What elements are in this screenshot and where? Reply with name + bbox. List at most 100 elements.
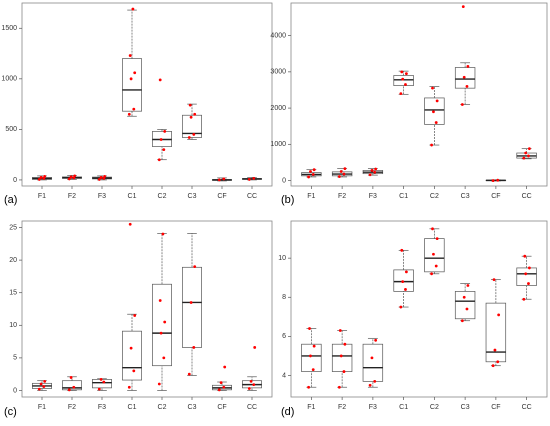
data-point (67, 388, 71, 392)
data-point (373, 170, 377, 174)
data-point (342, 370, 346, 373)
x-tick-label: C3 (188, 404, 197, 411)
x-tick-label: CC (247, 404, 257, 411)
data-point (435, 99, 439, 103)
data-point (493, 348, 497, 352)
data-point (368, 173, 372, 177)
data-point (189, 115, 193, 119)
data-point (157, 382, 161, 386)
data-point (309, 170, 312, 173)
panel-label: (c) (4, 406, 17, 418)
data-point (158, 299, 162, 302)
y-tick-label: 1000 (270, 141, 286, 148)
data-point (39, 176, 43, 179)
data-point (337, 385, 341, 389)
data-point (491, 364, 495, 368)
box (454, 291, 476, 320)
x-tick-label: C1 (399, 404, 408, 411)
y-tick-label: 4 (282, 372, 286, 379)
data-point (404, 270, 408, 274)
box (182, 114, 202, 138)
data-point (370, 169, 374, 172)
data-point (431, 86, 434, 90)
data-point (39, 382, 43, 386)
data-point (462, 295, 466, 299)
box (393, 75, 414, 86)
x-tick-label: F1 (38, 193, 46, 200)
data-point (404, 288, 407, 291)
box (92, 379, 112, 389)
data-point (312, 168, 316, 172)
data-point (69, 175, 73, 179)
x-tick-label: F2 (338, 404, 346, 411)
data-point (132, 107, 136, 111)
data-point (466, 65, 470, 68)
x-tick-label: F1 (38, 404, 46, 411)
data-point (400, 248, 404, 252)
box (362, 343, 384, 382)
data-point (132, 369, 136, 373)
y-tick-label: 10 (278, 255, 286, 262)
data-point (401, 280, 405, 284)
data-point (527, 147, 531, 151)
y-tick-label: 1500 (1, 25, 17, 32)
x-tick-label: F2 (338, 193, 346, 200)
data-point (399, 92, 403, 95)
x-tick-label: CC (247, 193, 257, 200)
y-tick-label: 1000 (1, 76, 17, 83)
data-point (159, 138, 163, 141)
x-tick-label: CF (491, 404, 500, 411)
y-tick-label: 8 (282, 294, 286, 301)
data-point (102, 380, 106, 384)
data-point (69, 376, 73, 379)
data-point (374, 167, 378, 171)
data-point (497, 313, 501, 317)
data-point (67, 177, 71, 181)
x-tick-label: C2 (430, 193, 439, 200)
x-tick-label: CC (522, 404, 532, 411)
data-point (193, 112, 197, 116)
data-point (188, 103, 192, 107)
data-point (435, 237, 439, 241)
y-tick-label: 5 (13, 355, 17, 362)
data-point (187, 372, 191, 376)
x-tick-label: F2 (68, 404, 76, 411)
data-point (432, 252, 435, 256)
data-point (42, 385, 46, 388)
plot-frame (21, 2, 273, 187)
data-point (247, 387, 251, 390)
box (62, 380, 82, 391)
box (122, 330, 142, 381)
data-point (342, 172, 346, 176)
data-point (373, 379, 377, 383)
data-point (223, 365, 227, 369)
data-point (491, 179, 495, 182)
x-tick-label: CF (217, 404, 226, 411)
data-point (524, 272, 528, 276)
data-point (217, 388, 221, 392)
data-point (158, 78, 162, 82)
data-point (249, 379, 253, 383)
data-point (252, 383, 256, 387)
data-point (311, 368, 315, 372)
x-tick-label: C1 (128, 404, 137, 411)
x-tick-label: CF (217, 193, 226, 200)
data-point (404, 83, 407, 86)
box (122, 58, 142, 112)
data-point (492, 278, 496, 282)
data-point (129, 346, 133, 350)
y-tick-label: 3000 (270, 69, 286, 76)
data-point (522, 156, 526, 160)
data-point (337, 175, 341, 178)
x-tick-label: CF (491, 193, 500, 200)
y-tick-label: 15 (9, 290, 17, 297)
x-tick-label: F3 (98, 193, 106, 200)
data-point (189, 301, 193, 304)
y-tick-label: 10 (9, 322, 17, 329)
data-point (162, 356, 166, 360)
data-point (460, 103, 464, 106)
data-point (311, 173, 315, 176)
x-tick-label: C3 (461, 404, 470, 411)
data-point (527, 154, 530, 158)
